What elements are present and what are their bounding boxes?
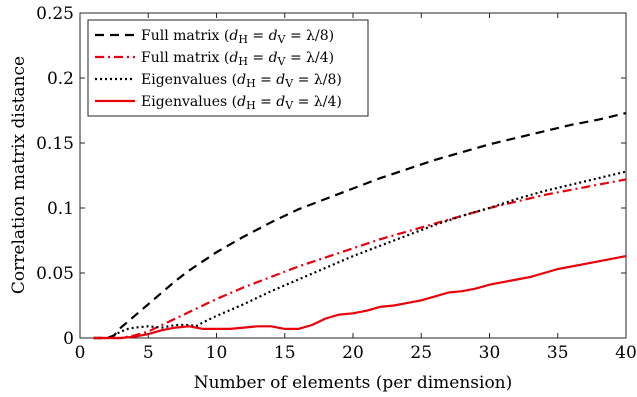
legend-text-part: = bbox=[256, 72, 277, 88]
legend-text-part: H bbox=[238, 33, 248, 46]
x-tick-label: 20 bbox=[342, 343, 364, 363]
legend-text-part: d bbox=[229, 50, 238, 66]
legend-text-part: = bbox=[256, 94, 277, 110]
legend-text-part: d bbox=[229, 28, 238, 44]
legend-text-part: = λ/8) bbox=[293, 72, 342, 88]
legend-text-part: d bbox=[269, 28, 278, 44]
y-axis-title: Correlation matrix distance bbox=[9, 56, 29, 294]
legend-text-part: = λ/4) bbox=[286, 50, 335, 66]
legend-text-part: V bbox=[277, 33, 287, 46]
legend-label-2: Full matrix (dH = dV = λ/4) bbox=[141, 50, 334, 68]
legend-text-part: d bbox=[237, 72, 246, 88]
legend-text-part: V bbox=[284, 77, 294, 90]
x-tick-label: 5 bbox=[143, 343, 154, 363]
x-axis-title: Number of elements (per dimension) bbox=[194, 373, 513, 393]
series-layer bbox=[93, 112, 627, 340]
tick-layer: 0 5 10 15 20 25 30 35 40 0 0.05 0.1 0.15 0.2 0.25 bbox=[36, 4, 637, 363]
legend: Full matrix (dH = dV = λ/8)Full matrix (… bbox=[87, 19, 369, 117]
legend-label-3: Eigenvalues (dH = dV = λ/8) bbox=[141, 72, 342, 90]
legend-text-part: Full matrix ( bbox=[141, 50, 229, 66]
legend-text-part: Eigenvalues ( bbox=[141, 94, 237, 110]
legend-text-part: H bbox=[238, 55, 248, 68]
legend-text-part: V bbox=[284, 99, 294, 112]
legend-label-1: Full matrix (dH = dV = λ/8) bbox=[141, 28, 334, 46]
y-tick-label: 0.25 bbox=[36, 4, 74, 24]
legend-text-part: d bbox=[269, 50, 278, 66]
legend-text-part: d bbox=[237, 94, 246, 110]
x-tick-label: 40 bbox=[615, 343, 637, 363]
legend-text-part: = bbox=[248, 50, 269, 66]
y-tick-label: 0 bbox=[63, 329, 74, 349]
series-line-3 bbox=[93, 170, 627, 340]
legend-text-part: = λ/8) bbox=[286, 28, 335, 44]
y-tick-label: 0.2 bbox=[47, 69, 74, 89]
x-tick-label: 35 bbox=[547, 343, 569, 363]
legend-text-part: d bbox=[276, 94, 285, 110]
legend-text-part: V bbox=[277, 55, 287, 68]
x-tick-label: 15 bbox=[274, 343, 296, 363]
legend-text-part: Full matrix ( bbox=[141, 28, 229, 44]
y-tick-label: 0.1 bbox=[47, 199, 74, 219]
y-tick-label: 0.05 bbox=[36, 264, 74, 284]
legend-text-part: Eigenvalues ( bbox=[141, 72, 237, 88]
x-tick-label: 10 bbox=[206, 343, 228, 363]
series-line-4 bbox=[93, 255, 627, 340]
legend-text-part: = λ/4) bbox=[293, 94, 342, 110]
legend-text-part: = bbox=[248, 28, 269, 44]
legend-label-4: Eigenvalues (dH = dV = λ/4) bbox=[141, 94, 342, 112]
legend-text-part: H bbox=[246, 77, 256, 90]
x-tick-label: 25 bbox=[410, 343, 432, 363]
legend-text-part: d bbox=[276, 72, 285, 88]
y-tick-label: 0.15 bbox=[36, 134, 74, 154]
x-tick-label: 30 bbox=[479, 343, 501, 363]
x-tick-label: 0 bbox=[75, 343, 86, 363]
series-line-1 bbox=[93, 112, 627, 340]
legend-text-part: H bbox=[246, 99, 256, 112]
